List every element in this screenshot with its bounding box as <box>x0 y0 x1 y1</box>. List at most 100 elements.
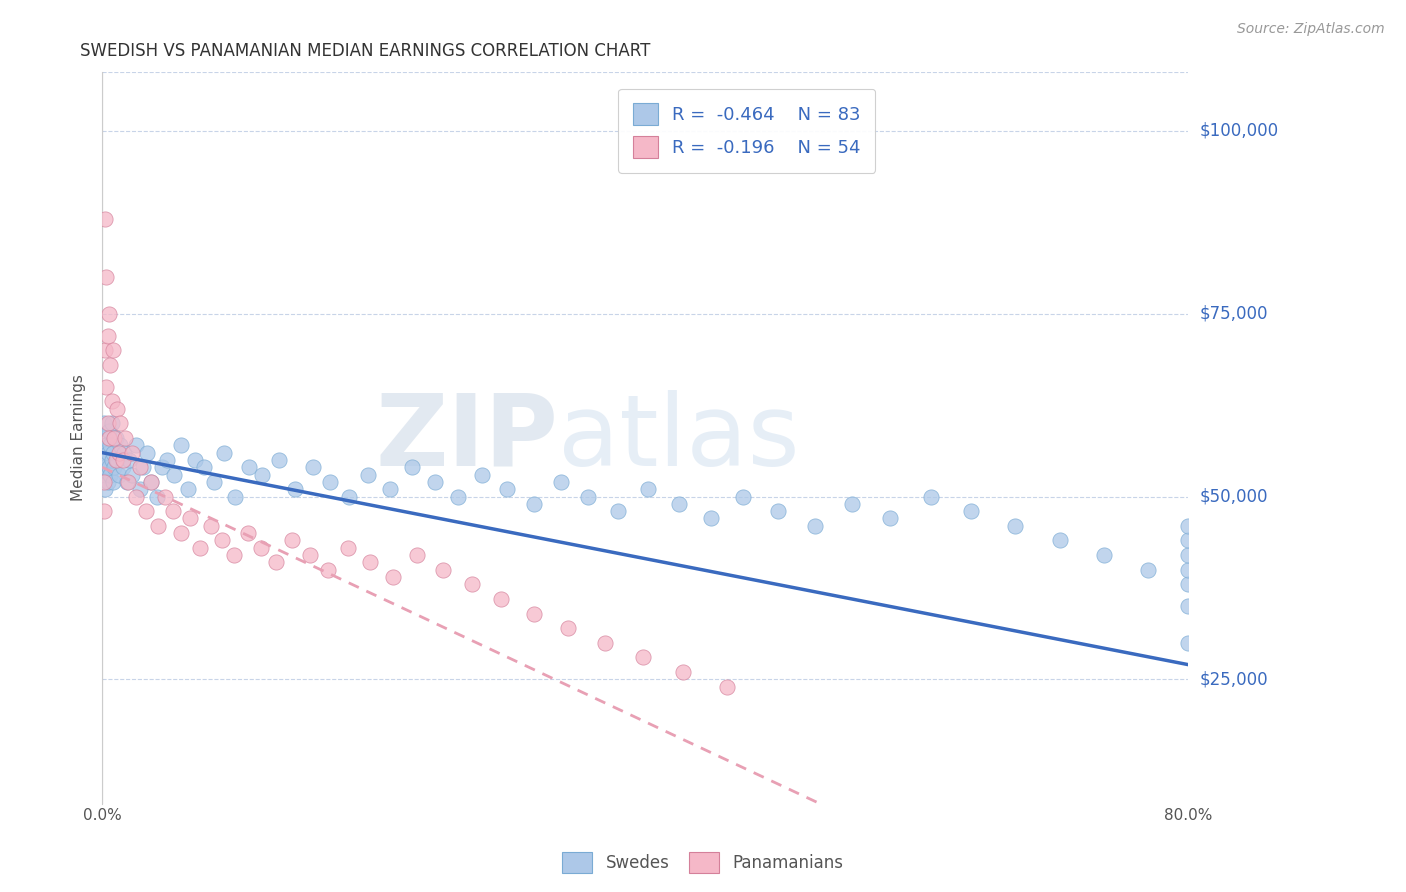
Point <box>94 211 117 226</box>
Point <box>281 533 304 548</box>
Point <box>593 636 616 650</box>
Point <box>98 358 121 372</box>
Point <box>96 453 118 467</box>
Point <box>460 577 482 591</box>
Point <box>238 460 260 475</box>
Point <box>94 460 117 475</box>
Text: ZIP: ZIP <box>375 390 558 486</box>
Point <box>121 445 143 459</box>
Point <box>139 475 162 489</box>
Point <box>1004 518 1026 533</box>
Point <box>112 445 135 459</box>
Point <box>121 467 143 482</box>
Point <box>97 475 120 489</box>
Point <box>637 482 659 496</box>
Point <box>94 431 117 445</box>
Point <box>804 518 827 533</box>
Point <box>378 482 401 496</box>
Point <box>699 511 721 525</box>
Point <box>200 518 222 533</box>
Point <box>111 460 134 475</box>
Point <box>114 431 136 445</box>
Point <box>960 504 983 518</box>
Point <box>381 570 404 584</box>
Point <box>97 445 120 459</box>
Point <box>129 460 152 475</box>
Point <box>733 490 755 504</box>
Point <box>100 453 122 467</box>
Point <box>423 475 446 489</box>
Point <box>550 475 572 489</box>
Point <box>336 541 359 555</box>
Text: $100,000: $100,000 <box>1199 122 1278 140</box>
Point <box>150 460 173 475</box>
Point <box>153 490 176 504</box>
Point <box>401 460 423 475</box>
Point <box>252 467 274 482</box>
Point <box>359 555 381 569</box>
Point <box>284 482 307 496</box>
Point <box>672 665 695 679</box>
Point <box>607 504 630 518</box>
Point <box>447 490 470 504</box>
Point <box>93 445 115 459</box>
Point <box>98 424 121 438</box>
Point <box>491 591 513 606</box>
Point <box>202 475 225 489</box>
Point <box>93 475 115 489</box>
Text: $25,000: $25,000 <box>1199 670 1268 689</box>
Point <box>97 417 120 431</box>
Text: Source: ZipAtlas.com: Source: ZipAtlas.com <box>1237 22 1385 37</box>
Point <box>139 475 162 489</box>
Point <box>118 453 141 467</box>
Point <box>100 394 122 409</box>
Point <box>211 533 233 548</box>
Point <box>108 438 131 452</box>
Point <box>97 328 120 343</box>
Point <box>98 431 121 445</box>
Point <box>523 607 546 621</box>
Point <box>1177 533 1199 548</box>
Point <box>716 680 738 694</box>
Point <box>98 307 121 321</box>
Legend: Swedes, Panamanians: Swedes, Panamanians <box>555 846 851 880</box>
Point <box>93 467 115 482</box>
Point <box>170 526 193 541</box>
Point <box>495 482 517 496</box>
Point <box>177 482 200 496</box>
Point <box>1177 548 1199 562</box>
Point <box>1177 599 1199 614</box>
Point <box>129 482 152 496</box>
Text: $75,000: $75,000 <box>1199 305 1268 323</box>
Point <box>576 490 599 504</box>
Point <box>103 460 125 475</box>
Point <box>523 497 546 511</box>
Point <box>136 445 159 459</box>
Point <box>298 548 321 562</box>
Point <box>117 475 139 489</box>
Point <box>94 482 117 496</box>
Point <box>1092 548 1115 562</box>
Point <box>183 453 205 467</box>
Point <box>105 453 128 467</box>
Point <box>145 490 167 504</box>
Text: SWEDISH VS PANAMANIAN MEDIAN EARNINGS CORRELATION CHART: SWEDISH VS PANAMANIAN MEDIAN EARNINGS CO… <box>80 42 651 60</box>
Text: atlas: atlas <box>558 390 800 486</box>
Point <box>1177 518 1199 533</box>
Point <box>1136 563 1159 577</box>
Point <box>107 445 129 459</box>
Point <box>357 467 380 482</box>
Point <box>98 438 121 452</box>
Point <box>188 541 211 555</box>
Point <box>96 380 118 394</box>
Point <box>668 497 690 511</box>
Point <box>163 467 186 482</box>
Point <box>94 343 117 358</box>
Point <box>406 548 429 562</box>
Point <box>179 511 201 525</box>
Point <box>471 467 494 482</box>
Point <box>156 453 179 467</box>
Point <box>1177 563 1199 577</box>
Point <box>93 417 115 431</box>
Point <box>104 431 127 445</box>
